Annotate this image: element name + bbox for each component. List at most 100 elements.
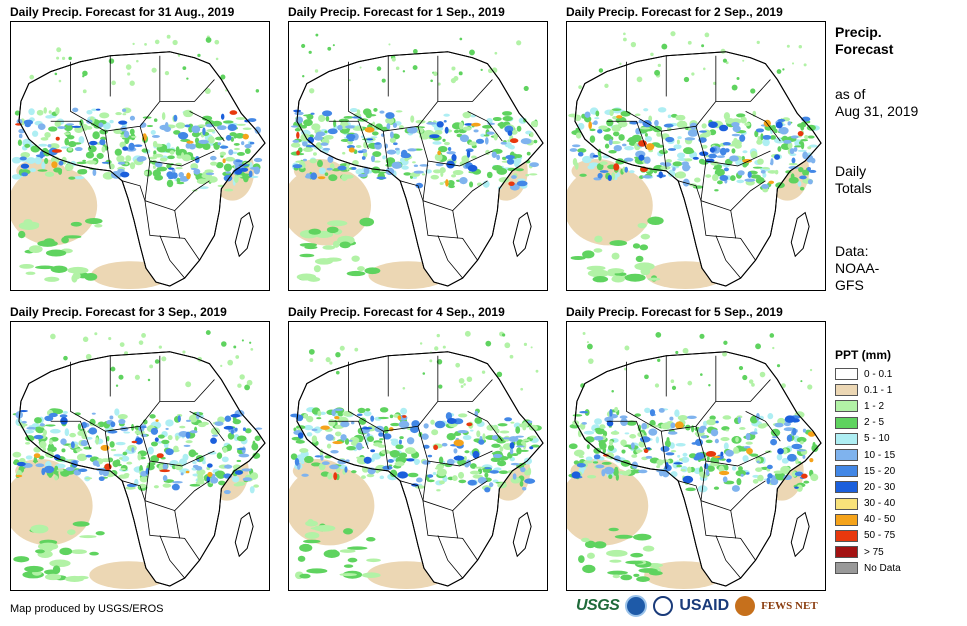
rain-cell-shape <box>467 164 478 172</box>
rain-cell-shape <box>67 135 75 140</box>
rain-cell-shape <box>462 435 472 441</box>
rain-cell-shape <box>467 479 477 486</box>
rain-cell-shape <box>194 137 200 144</box>
rain-cell-shape <box>774 475 784 481</box>
rain-cell-shape <box>186 140 194 144</box>
rain-cell-shape <box>15 474 23 478</box>
rain-cell-shape <box>38 143 48 147</box>
rain-cell-shape <box>370 155 376 163</box>
rain-cell-shape <box>595 464 605 469</box>
rain-cell-shape <box>357 266 365 272</box>
rain-cell-shape <box>672 161 683 167</box>
rain-cell-shape <box>624 157 634 162</box>
legend-label: 0 - 0.1 <box>864 368 893 380</box>
rain-cell-shape <box>604 143 610 149</box>
rain-cell-shape <box>807 135 815 139</box>
rain-cell-shape <box>182 453 189 461</box>
rain-cell-shape <box>315 33 319 37</box>
rain-cell-shape <box>389 449 401 458</box>
rain-cell-shape <box>516 439 524 447</box>
rain-cell-shape <box>102 172 114 180</box>
rain-cell-shape <box>175 149 182 157</box>
rain-cell-shape <box>301 473 309 477</box>
rain-cell-shape <box>807 384 813 390</box>
rain-cell-shape <box>371 131 379 136</box>
rain-cell-shape <box>722 351 727 357</box>
rain-cell-shape <box>459 37 463 41</box>
country-border <box>328 420 369 450</box>
rain-cell-shape <box>101 161 110 164</box>
rain-cell-shape <box>452 475 458 482</box>
rain-cell-shape <box>348 439 353 442</box>
country-border <box>700 500 756 561</box>
rain-cell-shape <box>705 439 713 444</box>
rain-cell-shape <box>149 414 156 419</box>
rain-cell-shape <box>358 417 367 425</box>
rain-cell-shape <box>787 142 793 149</box>
rain-cell-shape <box>306 432 313 437</box>
rain-cell-shape <box>366 433 370 437</box>
rain-cell-shape <box>379 110 385 114</box>
rain-cell-shape <box>314 455 322 458</box>
rain-cell-shape <box>113 453 125 457</box>
rain-cell-shape <box>799 186 805 191</box>
rain-cell-shape <box>96 152 104 160</box>
rain-cell-shape <box>114 408 120 416</box>
rain-cell-shape <box>110 171 122 179</box>
rain-cell-shape <box>329 464 340 470</box>
rain-cell-shape <box>706 418 717 426</box>
rain-cell-shape <box>438 456 444 465</box>
rain-cell-shape <box>507 130 513 136</box>
rain-cell-shape <box>302 114 313 117</box>
rain-cell-shape <box>192 464 199 469</box>
rain-cell-shape <box>325 434 334 441</box>
rain-cell-shape <box>55 107 60 115</box>
rain-cell-shape <box>162 475 168 482</box>
rain-cell-shape <box>710 429 719 437</box>
rain-cell-shape <box>604 83 609 89</box>
rain-cell-shape <box>341 174 348 182</box>
country-border <box>678 180 702 201</box>
rain-cell-shape <box>809 368 813 372</box>
rain-cell-shape <box>608 139 613 146</box>
rain-cell-shape <box>512 473 517 480</box>
rain-cell-shape <box>429 359 433 363</box>
rain-cell-shape <box>412 161 416 164</box>
rain-cell-shape <box>766 477 771 485</box>
rain-cell-shape <box>578 85 582 89</box>
rain-cell-shape <box>224 166 230 170</box>
rain-cell-shape <box>317 159 323 168</box>
rain-cell-shape <box>85 151 95 159</box>
data-source: Data: NOAA- GFS <box>835 243 879 294</box>
rain-cell-shape <box>33 434 44 440</box>
rain-cell-shape <box>677 136 682 140</box>
rain-cell-shape <box>295 439 305 444</box>
rain-cell-shape <box>458 471 465 479</box>
rain-cell-shape <box>326 226 339 234</box>
rain-cell-shape <box>59 547 73 556</box>
rain-cell-shape <box>474 417 483 424</box>
rain-cell-shape <box>791 443 803 450</box>
rain-cell-shape <box>705 469 710 476</box>
rain-cell-shape <box>595 427 605 435</box>
rain-cell-shape <box>736 179 745 184</box>
rain-cell-shape <box>406 126 418 134</box>
rain-cell-shape <box>315 131 326 137</box>
rain-cell-shape <box>740 473 744 477</box>
legend-item: 0.1 - 1 <box>835 382 901 398</box>
rain-cell-shape <box>12 451 22 458</box>
country-border <box>678 480 702 501</box>
data-source-line: NOAA- <box>835 260 880 276</box>
rain-cell-shape <box>304 532 320 539</box>
rain-cell-shape <box>327 46 332 51</box>
rain-cell-shape <box>108 336 112 341</box>
rain-cell-shape <box>174 463 183 471</box>
rain-cell-shape <box>346 162 350 171</box>
rain-cell-shape <box>159 157 168 162</box>
legend-swatch <box>835 562 858 575</box>
rain-cell-shape <box>68 56 72 61</box>
rain-cell-shape <box>81 433 88 440</box>
rain-cell-shape <box>125 486 136 490</box>
rain-cell-shape <box>529 162 539 168</box>
rain-cell-shape <box>477 476 487 484</box>
